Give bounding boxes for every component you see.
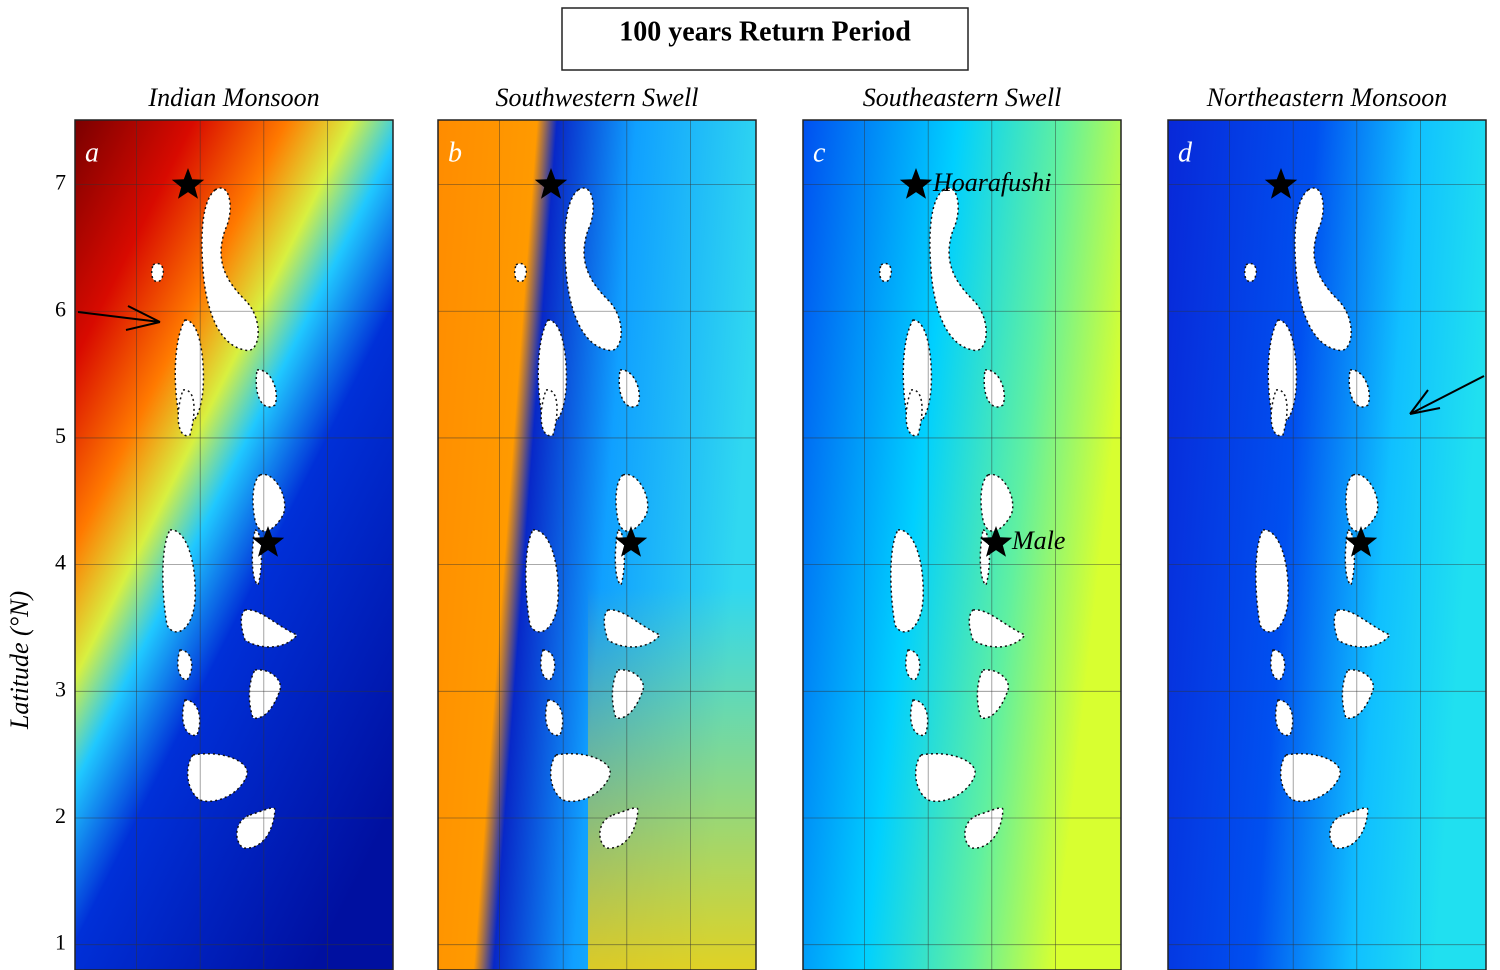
panel-title: Northeastern Monsoon: [1206, 83, 1448, 112]
panel-letter: d: [1178, 137, 1193, 168]
station-star: [1344, 526, 1378, 557]
y-tick-label: 7: [55, 170, 66, 195]
map-panel: Southeastern Swell c: [802, 83, 1122, 970]
wave-field: [75, 120, 393, 970]
annotation: Male: [1011, 526, 1065, 555]
map-panel: Indian Monsoon a: [74, 83, 394, 970]
map-panel: Northeastern Monsoon d: [1167, 83, 1487, 970]
panel-letter: b: [448, 137, 462, 168]
panel-frame: [437, 119, 757, 970]
annotation: Hoarafushi: [932, 168, 1051, 197]
panel-title: Southwestern Swell: [496, 83, 699, 112]
panel-title: Southeastern Swell: [863, 83, 1062, 112]
station-star: [614, 526, 648, 557]
station-star: [899, 168, 933, 199]
station-star: [979, 526, 1013, 557]
panel-letter: c: [813, 137, 826, 168]
wave-field: [803, 120, 1121, 970]
figure-title: 100 years Return Period: [619, 16, 911, 47]
station-star: [251, 526, 285, 557]
y-tick-label: 4: [55, 550, 66, 575]
map-panel: Southwestern Swell b: [437, 83, 757, 970]
panel-frame: [1167, 119, 1487, 970]
station-star: [534, 168, 568, 199]
title-box: 100 years Return Period: [561, 7, 969, 71]
wave-direction-arrow: [1409, 375, 1485, 415]
y-axis-label: Latitude (°N): [5, 591, 34, 730]
panel-title: Indian Monsoon: [147, 83, 319, 112]
panel-frame: [802, 119, 1122, 970]
panel-frame: [74, 119, 394, 970]
wave-direction-arrow: [77, 305, 161, 331]
y-tick-label: 6: [55, 296, 66, 321]
y-tick-label: 5: [55, 423, 66, 448]
y-tick-label: 3: [55, 676, 66, 701]
y-tick-label: 2: [55, 803, 66, 828]
panels: Indian Monsoon a Southwestern Swell b Southe…: [74, 83, 1487, 970]
station-star: [1264, 168, 1298, 199]
station-star: [171, 168, 205, 199]
y-tick-label: 1: [55, 930, 66, 955]
panel-letter: a: [85, 137, 99, 168]
wave-field: [1168, 120, 1486, 970]
